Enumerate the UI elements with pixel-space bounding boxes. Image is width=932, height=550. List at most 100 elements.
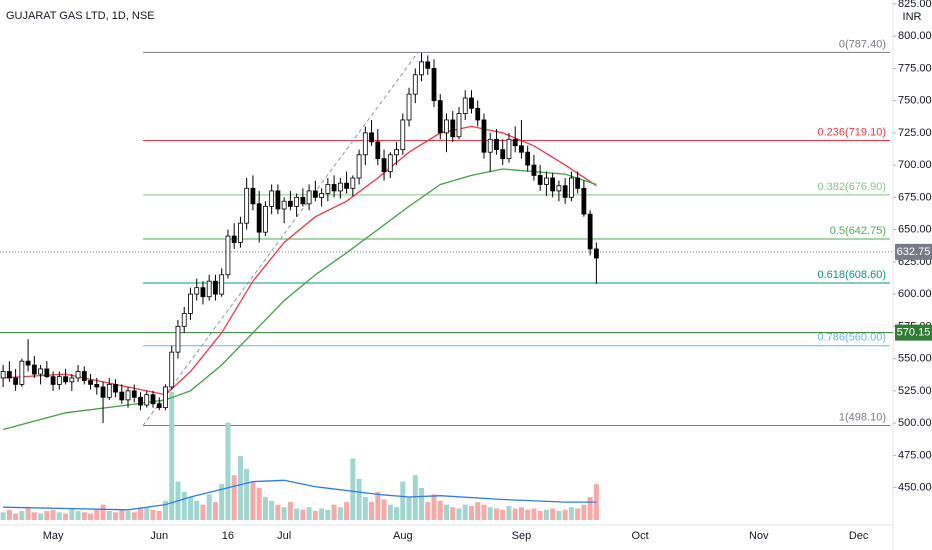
volume-bar: [256, 488, 262, 520]
volume-bar: [487, 507, 493, 520]
candle-body: [556, 185, 562, 192]
volume-bar: [100, 504, 106, 520]
volume-bar: [306, 507, 312, 520]
volume-bar: [381, 499, 387, 520]
x-tick-label: Dec: [849, 530, 869, 542]
x-tick-label: Nov: [749, 530, 769, 542]
candle-body: [512, 138, 518, 147]
y-tick-label: 500.00: [898, 417, 932, 429]
volume-bar: [537, 511, 543, 520]
candle-body: [550, 177, 556, 192]
volume-bar: [493, 508, 499, 520]
candle-body: [337, 182, 343, 192]
volume-bar: [325, 509, 331, 520]
volume-bar: [212, 502, 218, 520]
candle-body: [487, 138, 493, 153]
candle-body: [500, 149, 506, 160]
volume-bar: [456, 508, 462, 520]
candle-body: [25, 360, 31, 366]
volume-bar: [275, 504, 281, 520]
volume-bar: [319, 508, 325, 520]
volume-bar: [506, 505, 512, 520]
volume-bar: [375, 491, 381, 520]
candle-body: [213, 280, 218, 295]
volume-bar: [6, 509, 12, 520]
volume-bar: [312, 511, 318, 520]
candle-body: [269, 190, 275, 207]
volume-bar: [387, 504, 393, 520]
candle-body: [287, 200, 293, 207]
candle-body: [575, 177, 581, 189]
candle-body: [306, 190, 312, 205]
fib-label: 1(498.10): [839, 411, 886, 423]
candle-body: [331, 184, 337, 192]
candle-body: [69, 377, 75, 383]
volume-bar: [25, 508, 31, 520]
candle-body: [94, 383, 100, 388]
candle-body: [175, 325, 181, 353]
volume-bar: [169, 392, 175, 520]
volume-bar: [518, 507, 524, 520]
candle-body: [568, 177, 574, 198]
volume-bar: [400, 481, 406, 520]
candle-body: [394, 149, 399, 156]
volume-bar: [225, 422, 231, 520]
volume-ma-line: [3, 479, 597, 511]
volume-bar: [525, 509, 531, 520]
price-tag: [895, 243, 932, 260]
fib-label: 0.236(719.10): [818, 126, 887, 138]
candle-body: [300, 196, 306, 205]
candle-body: [525, 151, 531, 166]
price-tag-label: 632.75: [897, 246, 931, 258]
volume-bar: [75, 511, 81, 520]
x-tick-label: Aug: [393, 530, 413, 542]
volume-bar: [575, 508, 581, 520]
volume-bar: [144, 507, 150, 520]
volume-bar: [181, 491, 187, 520]
volume-bar: [431, 494, 437, 520]
volume-bar: [419, 488, 425, 520]
candle-body: [456, 113, 462, 138]
volume-bar: [0, 512, 6, 520]
candle-body: [188, 293, 193, 314]
candle-body: [462, 97, 468, 114]
candle-body: [150, 394, 156, 405]
candle-body: [31, 364, 37, 375]
volume-bar: [412, 475, 418, 520]
y-tick-label: 675.00: [898, 191, 932, 203]
volume-bar: [38, 513, 44, 520]
volume-bar: [162, 500, 168, 520]
candle-body: [325, 184, 331, 194]
moving-average-line: [3, 125, 597, 396]
candle-body: [263, 205, 268, 233]
volume-bar: [56, 512, 62, 520]
candle-body: [362, 132, 368, 156]
volume-bar: [531, 508, 537, 520]
y-tick-label: 725.00: [898, 127, 932, 139]
candle-body: [406, 93, 412, 121]
candle-body: [125, 390, 131, 401]
candle-body: [494, 138, 499, 151]
volume-bar: [150, 509, 156, 520]
volume-bar: [369, 502, 375, 520]
currency-label: INR: [903, 11, 922, 23]
candle-body: [38, 368, 43, 375]
candle-body: [113, 383, 118, 393]
candle-body: [119, 391, 125, 401]
candle-body: [75, 371, 81, 379]
volume-bar: [331, 504, 337, 520]
candle-body: [106, 383, 112, 398]
candle-body: [144, 394, 150, 406]
volume-bar: [337, 507, 343, 520]
y-tick-label: 750.00: [898, 95, 932, 107]
volume-bar: [562, 509, 568, 520]
candle-body: [419, 61, 424, 76]
candle-body: [225, 235, 231, 276]
volume-bar: [394, 507, 400, 520]
y-tick-label: 550.00: [898, 353, 932, 365]
candle-body: [63, 376, 68, 383]
candle-body: [581, 187, 587, 215]
candle-body: [381, 158, 387, 172]
candle-body: [275, 190, 281, 210]
